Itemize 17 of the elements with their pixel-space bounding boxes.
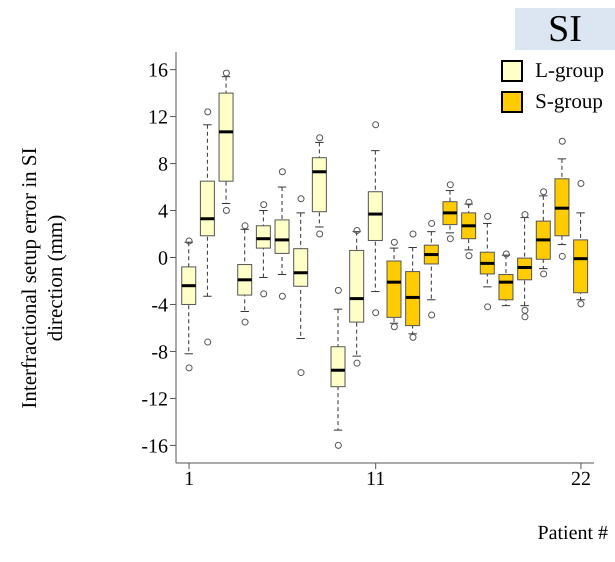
y-tick-label: 8 (158, 154, 168, 176)
y-tick-label: -4 (151, 294, 168, 317)
y-tick-label: -12 (141, 388, 168, 411)
y-tick-label: 0 (158, 248, 168, 270)
chart-title: SI (515, 8, 615, 50)
legend-label: L-group (535, 58, 604, 83)
y-tick-label: 4 (158, 200, 168, 223)
legend-label: S-group (535, 89, 603, 114)
y-axis-title: Interfractional setup error in SI direction (mm) (16, 146, 68, 410)
y-tick-label: 16 (148, 60, 168, 82)
x-tick-label: 11 (366, 468, 386, 490)
x-axis-title: Patient # (537, 522, 608, 545)
x-tick-label: 1 (184, 468, 194, 490)
x-tick-label: 22 (570, 468, 591, 490)
y-tick-label: -8 (151, 342, 168, 364)
y-tick-label: 12 (148, 106, 168, 129)
y-tick-label: -16 (141, 435, 168, 458)
